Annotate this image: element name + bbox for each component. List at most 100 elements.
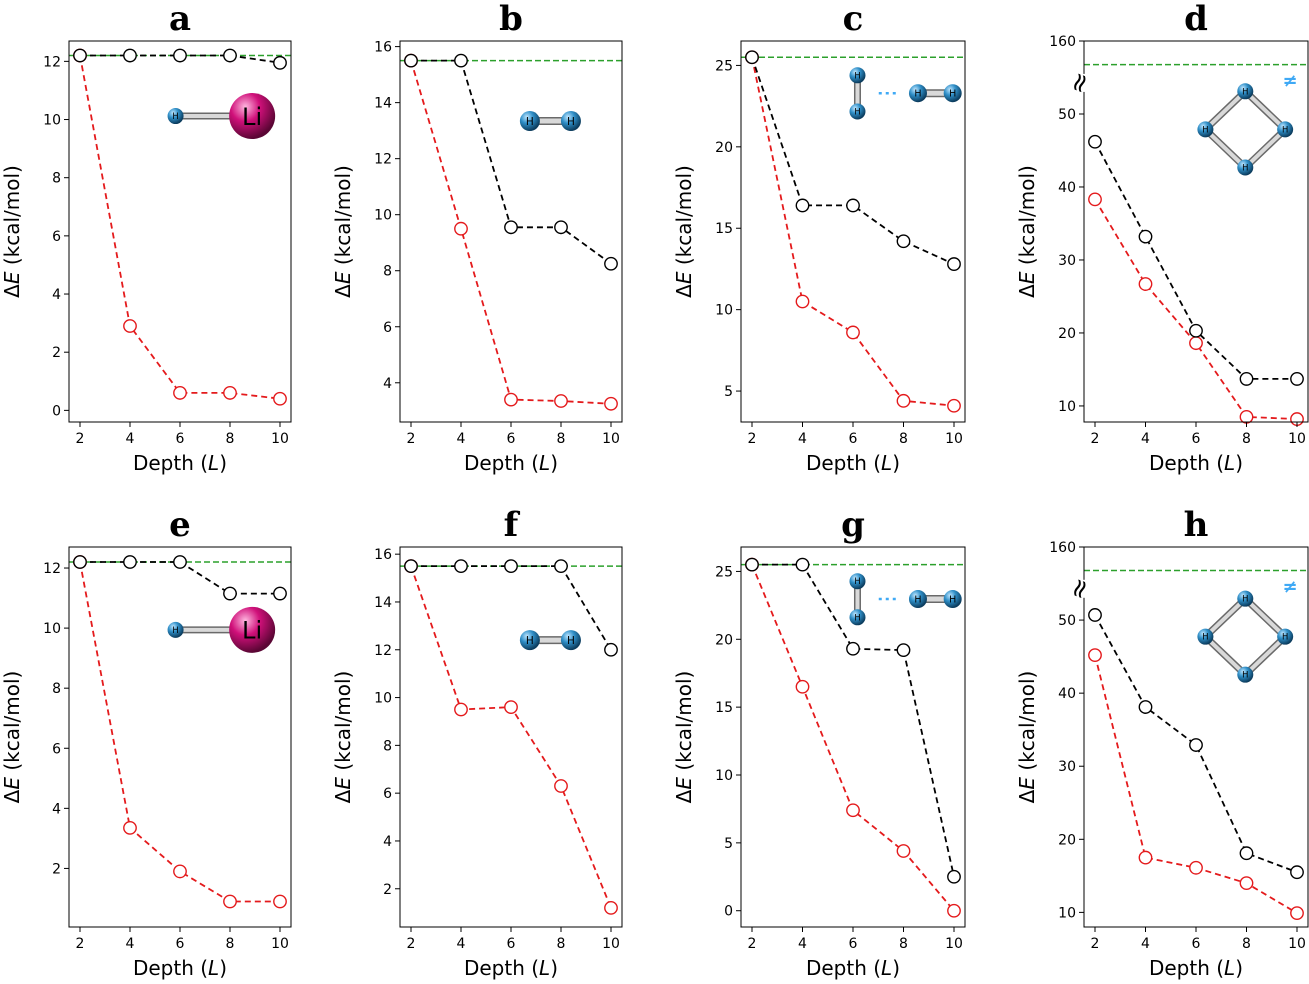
x-tick-label: 10 [945, 431, 963, 447]
x-tick-label: 8 [899, 936, 908, 952]
x-axis-label: Depth (L) [133, 956, 227, 980]
data-point [1290, 865, 1304, 880]
series-line-red [1094, 198, 1298, 420]
atom-label: H [1282, 124, 1288, 134]
y-tick-label: 30 [1058, 759, 1076, 775]
panel-letter: f [504, 505, 521, 545]
data-point [1239, 409, 1254, 424]
data-point [404, 559, 418, 574]
panel-g: H H H H 2 4 6 8 10 0 5 10 15 20 25 g Depth (L) ΔE (kcal/m… [672, 505, 966, 980]
atom-label: H [1242, 670, 1248, 680]
hydrogen-atom [943, 590, 962, 609]
data-point [1088, 608, 1102, 622]
atom-label: H [1242, 594, 1248, 604]
series-black [404, 53, 618, 271]
series-black [73, 555, 287, 601]
y-tick-label: 10 [43, 113, 61, 129]
x-tick-label: 4 [1141, 936, 1150, 952]
data-point [846, 803, 860, 818]
y-tick-label: 16 [374, 547, 392, 563]
x-tick-label: 4 [1141, 431, 1150, 447]
data-point [795, 198, 810, 213]
hydrogen-atom [1277, 121, 1294, 138]
series-red [73, 48, 287, 406]
x-tick-label: 6 [1192, 936, 1201, 952]
series-line-black [1094, 614, 1298, 874]
data-point [947, 257, 961, 271]
axis-break-marker: ≈ [1062, 68, 1098, 99]
data-point [896, 393, 911, 408]
data-point [604, 900, 618, 915]
axes-frame [740, 40, 966, 423]
y-tick-label: 14 [374, 96, 392, 112]
x-tick-label: 8 [899, 431, 908, 447]
series-line-red [79, 55, 281, 400]
hydrogen-atom [519, 111, 540, 132]
y-tick-label: 12 [374, 152, 392, 168]
data-point [604, 642, 618, 657]
atom-label: H [949, 89, 956, 100]
atom-label: H [172, 625, 178, 635]
y-axis-label: ΔE (kcal/mol) [672, 165, 696, 298]
data-point [1290, 906, 1304, 921]
hydrogen-atom [1197, 628, 1214, 645]
y-tick-label: 10 [374, 208, 392, 224]
atom-label: H [1242, 86, 1248, 96]
data-point [745, 50, 759, 65]
y-tick-label: 12 [43, 54, 61, 70]
y-tick-label: 40 [1058, 686, 1076, 702]
hydrogen-atom [849, 67, 866, 84]
y-tick-label: 4 [52, 287, 61, 303]
panel-letter: h [1184, 505, 1209, 545]
axes-frame [1083, 40, 1309, 423]
atom-label: H [854, 612, 860, 622]
x-tick-label: 6 [1192, 431, 1201, 447]
x-tick-label: 2 [407, 431, 416, 447]
hydrogen-atom [849, 609, 866, 626]
hydrogen-atom [1237, 83, 1254, 100]
x-tick-label: 4 [126, 431, 135, 447]
x-tick-label: 6 [849, 431, 858, 447]
x-tick-label: 10 [602, 936, 620, 952]
atom-label: Li [242, 103, 262, 131]
y-axis-label: ΔE (kcal/mol) [0, 165, 24, 298]
panel-letter: c [843, 0, 864, 39]
panel-e: H Li 2 4 6 8 10 2 4 6 8 10 12 e Depth (L) ΔE (kcal/mol) [0, 505, 292, 980]
bond-highlight [1203, 127, 1248, 170]
atom-label: H [567, 116, 575, 128]
axis-break-mask [1070, 579, 1090, 598]
y-tick-label: 40 [1058, 180, 1076, 196]
bond-highlight [1243, 596, 1288, 639]
data-point [273, 55, 287, 70]
data-point [123, 48, 137, 63]
y-tick-label: 10 [374, 691, 392, 707]
bond-highlight [1203, 596, 1248, 639]
x-tick-label: 6 [849, 936, 858, 952]
data-point [1239, 846, 1254, 861]
data-point [504, 220, 518, 235]
y-tick-label: 6 [383, 786, 392, 802]
series-black [404, 559, 618, 657]
y-axis-label: ΔE (kcal/mol) [331, 671, 355, 804]
data-point [896, 844, 911, 858]
data-point [795, 679, 810, 694]
hydrogen-atom [1237, 590, 1254, 607]
series-line-black [752, 563, 955, 877]
data-point [947, 398, 961, 413]
hydrogen-atom [560, 111, 581, 132]
data-point [454, 559, 468, 574]
atom-label: H [914, 594, 921, 605]
hydrogen-atom [908, 84, 927, 103]
y-axis-label: ΔE (kcal/mol) [331, 165, 355, 298]
data-point [896, 234, 911, 249]
transition-state-mark: ≠ [1283, 71, 1298, 92]
data-point [554, 220, 568, 235]
bond-highlight [1203, 634, 1248, 677]
series-line-black [411, 565, 612, 651]
x-tick-label: 6 [507, 936, 516, 952]
data-point [173, 555, 187, 569]
series-line-red [79, 561, 280, 903]
axes-frame [740, 546, 966, 928]
hydrogen-atom [849, 573, 866, 590]
data-point [173, 864, 187, 879]
